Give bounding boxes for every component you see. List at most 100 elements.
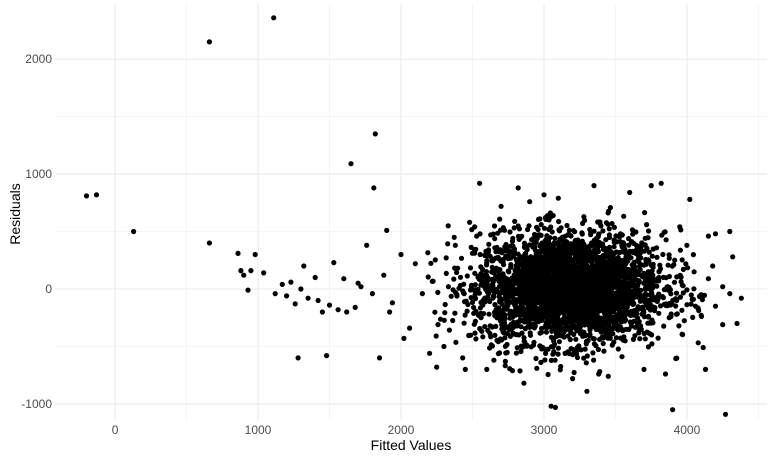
data-point (695, 306, 701, 312)
data-point (480, 297, 486, 304)
data-point (642, 336, 648, 342)
data-point (678, 227, 684, 233)
data-point (407, 325, 413, 331)
data-point (642, 294, 648, 300)
data-point (538, 329, 545, 335)
data-point (476, 290, 482, 296)
data-point (538, 222, 544, 228)
data-point (587, 321, 594, 327)
data-point (569, 266, 576, 272)
data-point (581, 355, 587, 361)
data-point (639, 304, 646, 310)
data-point (620, 337, 626, 343)
data-point (542, 357, 548, 363)
data-point (684, 302, 690, 308)
data-point (589, 243, 595, 249)
data-point (445, 284, 451, 290)
data-point (598, 329, 604, 335)
data-point (702, 366, 709, 372)
data-point (604, 281, 611, 287)
data-point (428, 260, 434, 266)
data-point (452, 310, 458, 316)
data-point (425, 250, 431, 256)
data-point (575, 317, 581, 323)
data-point (517, 298, 523, 305)
data-point (619, 354, 625, 360)
data-point (563, 295, 569, 301)
data-point (476, 276, 482, 282)
data-point (500, 328, 506, 334)
data-point (671, 279, 678, 285)
data-point (563, 257, 569, 264)
data-point (553, 334, 559, 340)
y-axis-title: Residuals (7, 183, 23, 244)
data-point (248, 268, 254, 274)
data-point (626, 236, 632, 242)
data-point (364, 242, 370, 248)
data-point (461, 320, 467, 326)
data-point (511, 322, 517, 328)
data-point (490, 287, 496, 293)
data-point (496, 305, 502, 311)
data-point (604, 260, 610, 266)
data-point (645, 235, 651, 241)
data-point (401, 335, 407, 341)
data-point (542, 323, 549, 329)
data-point (521, 380, 527, 386)
data-point (626, 272, 633, 278)
data-point (442, 301, 448, 308)
data-point (514, 345, 520, 351)
data-point (331, 260, 337, 266)
data-point (626, 242, 632, 248)
data-point (535, 299, 541, 305)
data-point (443, 270, 449, 276)
data-point (512, 312, 519, 318)
data-point (626, 298, 633, 304)
data-point (567, 247, 573, 253)
data-point (546, 266, 552, 272)
data-point (579, 303, 585, 309)
data-point (512, 218, 518, 224)
data-point (646, 249, 652, 255)
data-point (581, 214, 587, 220)
data-point (93, 192, 100, 198)
data-point (492, 236, 498, 242)
data-point (612, 258, 618, 264)
data-point (510, 235, 516, 241)
data-point (548, 357, 555, 363)
data-point (606, 276, 613, 282)
data-point (629, 282, 635, 289)
data-point (616, 262, 623, 268)
data-point (301, 263, 307, 269)
data-point (597, 219, 603, 225)
data-point (472, 330, 478, 336)
data-point (710, 263, 716, 269)
data-point (570, 286, 576, 292)
data-point (507, 315, 513, 321)
data-point (531, 287, 537, 293)
y-tick-label: 0 (45, 282, 52, 296)
data-point (497, 299, 503, 305)
data-point (637, 336, 643, 342)
data-point (529, 237, 535, 243)
data-point (712, 303, 719, 309)
data-point (606, 296, 612, 303)
data-point (677, 247, 684, 253)
data-point (571, 369, 577, 376)
data-point (551, 249, 557, 256)
data-point (523, 272, 530, 278)
data-point (515, 251, 521, 257)
data-point (398, 251, 404, 258)
data-point (631, 301, 637, 307)
data-point (606, 266, 613, 272)
data-point (611, 279, 617, 285)
data-point (552, 235, 558, 241)
data-point (604, 321, 610, 327)
data-point (582, 346, 588, 352)
data-point (437, 316, 444, 322)
data-point (538, 232, 544, 238)
data-point (621, 213, 627, 219)
data-point (528, 262, 534, 268)
data-point (578, 347, 584, 353)
